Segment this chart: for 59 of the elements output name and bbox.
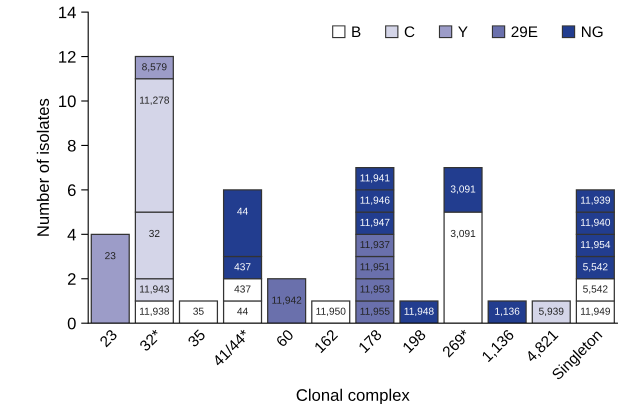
annotation: 11,940 (580, 218, 610, 228)
y-tick-label: 4 (68, 228, 76, 240)
annotation: 1,136 (495, 308, 520, 316)
x-axis-title: Clonal complex (296, 388, 410, 404)
annotation: 5,542 (583, 285, 608, 294)
x-tick-label: 178 (358, 328, 382, 354)
annotation: 11,954 (580, 240, 610, 250)
legend-label: 29E (512, 26, 538, 38)
y-tick-label: 6 (68, 184, 76, 196)
legend-label: C (404, 26, 414, 38)
annotation: 11,939 (580, 196, 610, 205)
y-axis-title: Number of isolates (36, 98, 50, 236)
x-tick-label: 60 (275, 328, 294, 348)
bar (267, 278, 306, 324)
legend-label: B (352, 26, 360, 38)
bar (488, 300, 527, 324)
x-tick-label: 162 (314, 328, 338, 354)
annotation: 11,937 (360, 240, 390, 250)
x-tick-label: 23 (99, 328, 118, 348)
annotation: 5,939 (538, 308, 564, 316)
x-tick-label: 32* (138, 328, 162, 352)
annotation: 8,579 (142, 63, 167, 72)
annotation: 11,948 (404, 308, 434, 316)
annotation: 3,091 (450, 230, 476, 238)
annotation: 11,953 (360, 285, 390, 294)
y-tick-label: 8 (68, 140, 76, 152)
annotation: 23 (105, 252, 116, 260)
annotation: 11,950 (316, 308, 346, 316)
annotation: 437 (234, 285, 250, 293)
annotation: 11,941 (360, 174, 390, 183)
bar (178, 300, 218, 324)
bar (532, 300, 571, 324)
annotation: 44 (237, 308, 248, 315)
legend-label: NG (582, 26, 603, 38)
annotation: 11,938 (140, 308, 170, 316)
bar (90, 234, 130, 324)
annotation: 3,091 (450, 185, 476, 194)
annotation: 437 (234, 263, 250, 270)
annotation: 11,946 (360, 196, 390, 205)
annotation: 11,947 (360, 218, 390, 228)
y-tick-label: 10 (59, 95, 76, 108)
y-tick-label: 12 (59, 50, 76, 63)
annotation: 11,278 (140, 96, 170, 105)
annotation: 11,943 (140, 285, 170, 294)
x-tick-label: 198 (402, 328, 426, 354)
annotation: 11,951 (360, 263, 390, 272)
legend-label: Y (458, 26, 468, 38)
y-tick-label: 14 (59, 6, 76, 18)
bar (311, 300, 350, 324)
annotation: 35 (193, 308, 204, 315)
annotation: 11,942 (272, 296, 302, 305)
annotation: 44 (237, 208, 248, 215)
x-tick-label: 35 (187, 328, 206, 348)
annotation: 11,955 (360, 308, 390, 316)
y-tick-label: 2 (68, 273, 76, 285)
y-tick-label: 0 (68, 318, 76, 330)
annotation: 32 (149, 230, 160, 238)
annotation: 11,949 (580, 308, 610, 316)
annotation: 5,542 (583, 263, 608, 272)
